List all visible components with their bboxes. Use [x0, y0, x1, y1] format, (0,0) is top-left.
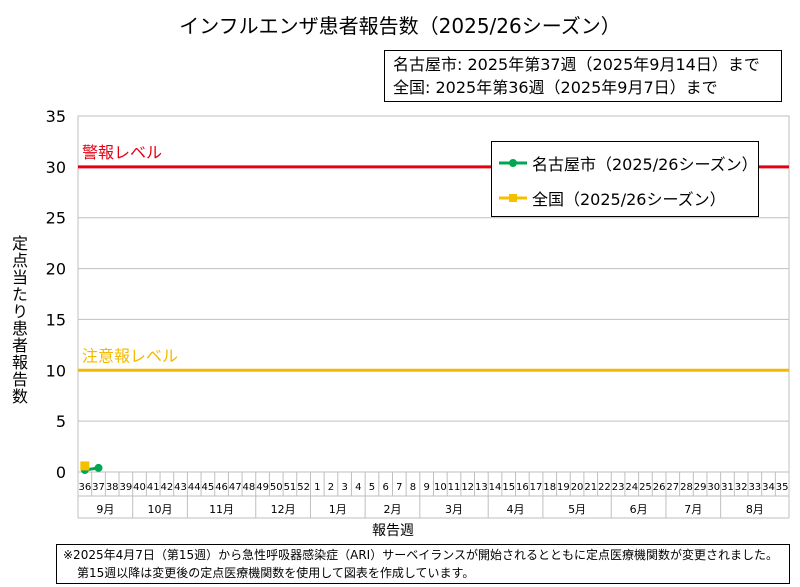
x-tick-label: 15: [502, 482, 515, 493]
data-point: [94, 463, 103, 472]
y-tick-label: 35: [46, 107, 66, 126]
x-tick-label: 6: [382, 482, 388, 493]
x-tick-label: 10: [434, 482, 447, 493]
x-tick-label: 46: [215, 482, 228, 493]
x-tick-label: 17: [530, 482, 543, 493]
x-tick-label: 36: [78, 482, 91, 493]
legend-item-nagoya: 名古屋市（2025/26シーズン）: [498, 151, 758, 175]
x-tick-label: 26: [653, 482, 666, 493]
x-tick-label: 51: [284, 482, 297, 493]
x-tick-label: 4: [355, 482, 361, 493]
x-tick-label: 16: [516, 482, 529, 493]
footnote-line-1: ※2025年4月7日（第15週）から急性呼吸器感染症（ARI）サーベイランスが開…: [63, 548, 778, 562]
x-tick-label: 43: [174, 482, 187, 493]
month-label: 4月: [507, 503, 525, 516]
x-tick-label: 19: [557, 482, 570, 493]
month-label: 12月: [271, 503, 296, 516]
x-tick-label: 24: [625, 482, 638, 493]
x-tick-label: 11: [448, 482, 461, 493]
y-tick-label: 0: [56, 463, 66, 482]
y-axis-label: 定点当たり患者報告数: [9, 235, 28, 405]
x-tick-label: 48: [243, 482, 256, 493]
x-tick-label: 7: [396, 482, 402, 493]
x-tick-label: 47: [229, 482, 242, 493]
x-tick-label: 2: [328, 482, 334, 493]
legend-swatch-national: [499, 194, 527, 202]
month-label: 7月: [684, 503, 702, 516]
x-axis-label: 報告週: [372, 523, 414, 539]
legend-label-nagoya: 名古屋市（2025/26シーズン）: [532, 155, 758, 174]
x-tick-label: 18: [543, 482, 556, 493]
month-label: 2月: [383, 503, 401, 516]
x-tick-label: 9: [423, 482, 429, 493]
x-tick-label: 32: [735, 482, 748, 493]
x-tick-label: 28: [680, 482, 693, 493]
y-tick-label: 15: [46, 310, 66, 329]
y-tick-label: 25: [46, 209, 66, 228]
legend-label-national: 全国（2025/26シーズン）: [532, 190, 726, 209]
month-label: 1月: [329, 503, 347, 516]
data-period-box: 名古屋市: 2025年第37週（2025年9月14日）まで 全国: 2025年第…: [384, 50, 782, 102]
x-tick-label: 14: [489, 482, 502, 493]
x-tick-label: 30: [707, 482, 720, 493]
y-tick-label: 20: [46, 260, 66, 279]
month-label: 9月: [96, 503, 114, 516]
data-point: [80, 461, 90, 471]
chart-title: インフルエンザ患者報告数（2025/26シーズン）: [179, 14, 621, 38]
month-label: 6月: [630, 503, 648, 516]
y-tick-label: 10: [46, 361, 66, 380]
x-tick-label: 35: [776, 482, 789, 493]
month-label: 5月: [568, 503, 586, 516]
x-tick-label: 34: [762, 482, 775, 493]
threshold-label: 注意報レベル: [82, 346, 178, 365]
x-tick-label: 23: [612, 482, 625, 493]
legend-item-national: 全国（2025/26シーズン）: [498, 186, 726, 210]
x-tick-label: 27: [666, 482, 679, 493]
x-tick-label: 39: [119, 482, 132, 493]
threshold-label: 警報レベル: [82, 143, 162, 162]
x-tick-label: 22: [598, 482, 611, 493]
x-tick-label: 20: [571, 482, 584, 493]
x-tick-label: 41: [147, 482, 160, 493]
x-tick-label: 21: [584, 482, 597, 493]
x-tick-label: 5: [369, 482, 375, 493]
x-tick-label: 12: [461, 482, 474, 493]
x-tick-label: 45: [202, 482, 215, 493]
x-tick-label: 1: [314, 482, 320, 493]
x-tick-label: 50: [270, 482, 283, 493]
y-tick-label: 30: [46, 158, 66, 177]
x-tick-label: 31: [721, 482, 734, 493]
x-tick-label: 13: [475, 482, 488, 493]
y-tick-label: 5: [56, 412, 66, 431]
x-tick-label: 33: [748, 482, 761, 493]
x-tick-label: 49: [256, 482, 269, 493]
x-tick-label: 44: [188, 482, 201, 493]
month-label: 10月: [148, 503, 173, 516]
x-tick-label: 8: [410, 482, 416, 493]
x-tick-label: 29: [694, 482, 707, 493]
x-tick-label: 52: [297, 482, 310, 493]
month-label: 11月: [209, 503, 234, 516]
legend: 名古屋市（2025/26シーズン） 全国（2025/26シーズン）: [491, 141, 759, 217]
x-tick-label: 37: [92, 482, 105, 493]
month-label: 3月: [445, 503, 463, 516]
data-period-nagoya: 名古屋市: 2025年第37週（2025年9月14日）まで: [393, 55, 760, 74]
legend-swatch-nagoya: [499, 159, 527, 167]
footnote: ※2025年4月7日（第15週）から急性呼吸器感染症（ARI）サーベイランスが開…: [56, 544, 790, 584]
x-tick-label: 38: [106, 482, 119, 493]
x-tick-label: 25: [639, 482, 652, 493]
data-period-national: 全国: 2025年第36週（2025年9月7日）まで: [393, 78, 718, 97]
x-tick-label: 40: [133, 482, 146, 493]
x-tick-label: 42: [161, 482, 174, 493]
month-label: 8月: [746, 503, 764, 516]
x-tick-label: 3: [341, 482, 347, 493]
footnote-line-2: 第15週以降は変更後の定点医療機関数を使用して図表を作成しています。: [77, 566, 475, 580]
